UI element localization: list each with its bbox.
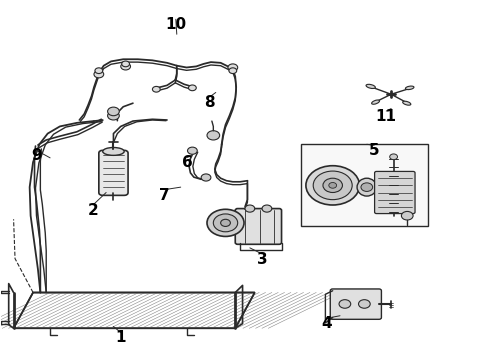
Circle shape [390, 154, 397, 159]
Circle shape [245, 205, 255, 212]
Circle shape [122, 61, 129, 67]
Circle shape [228, 64, 238, 71]
FancyBboxPatch shape [330, 289, 381, 319]
Circle shape [229, 68, 237, 73]
FancyBboxPatch shape [374, 171, 415, 213]
Text: 5: 5 [369, 143, 379, 158]
Circle shape [213, 214, 238, 232]
Text: 9: 9 [31, 148, 42, 163]
Circle shape [220, 219, 230, 226]
Circle shape [313, 171, 352, 200]
Circle shape [359, 300, 370, 308]
Text: 1: 1 [116, 330, 126, 345]
Text: 2: 2 [88, 203, 98, 218]
Polygon shape [14, 293, 255, 328]
Circle shape [207, 131, 220, 140]
Circle shape [306, 166, 360, 205]
Bar [301, 144, 428, 226]
Ellipse shape [403, 101, 411, 105]
Circle shape [95, 68, 103, 73]
Circle shape [401, 211, 413, 220]
FancyBboxPatch shape [99, 150, 128, 195]
Circle shape [152, 86, 160, 92]
Text: 4: 4 [321, 316, 332, 331]
Ellipse shape [366, 84, 375, 89]
FancyBboxPatch shape [235, 208, 282, 244]
Circle shape [361, 183, 373, 192]
Text: 3: 3 [257, 252, 268, 267]
Circle shape [329, 183, 337, 188]
Text: 7: 7 [159, 188, 170, 203]
Circle shape [188, 147, 197, 154]
Ellipse shape [357, 178, 376, 196]
Circle shape [207, 209, 244, 237]
Ellipse shape [371, 100, 380, 104]
Circle shape [189, 85, 196, 91]
Circle shape [108, 107, 119, 116]
Text: 8: 8 [205, 95, 215, 110]
Circle shape [262, 205, 272, 212]
Circle shape [108, 111, 119, 120]
Circle shape [201, 174, 211, 181]
Circle shape [94, 71, 104, 78]
Text: 10: 10 [165, 17, 186, 32]
Text: 11: 11 [376, 109, 397, 124]
Ellipse shape [103, 148, 124, 156]
Circle shape [339, 300, 351, 308]
Text: 6: 6 [182, 156, 193, 170]
Circle shape [121, 63, 130, 70]
Circle shape [323, 178, 343, 193]
Ellipse shape [405, 86, 414, 90]
